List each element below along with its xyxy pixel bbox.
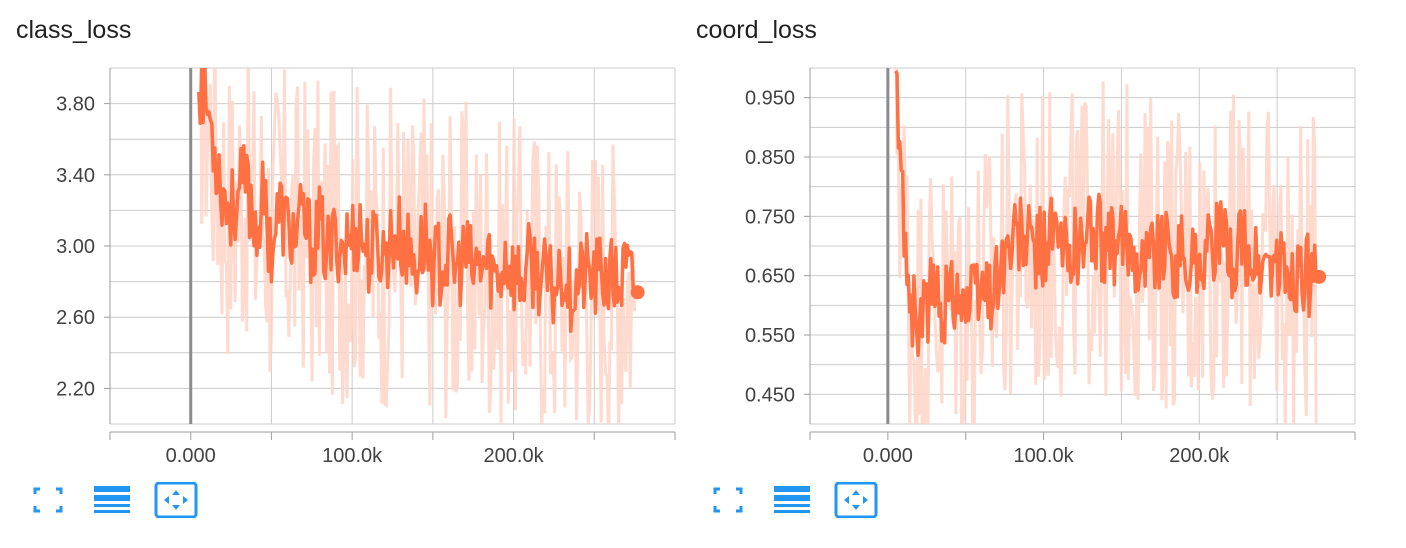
y-tick-label: 0.750 <box>745 206 795 228</box>
expand-button[interactable] <box>708 482 748 518</box>
chart-card-class-loss: class_loss 0.000 100.0k 200.0k 2.20 2.60 3.00… <box>0 0 700 548</box>
y-tick-label: 2.60 <box>56 307 95 329</box>
last-value-dot[interactable] <box>1312 269 1327 284</box>
x-tick-label: 200.0k <box>484 445 545 467</box>
list-lines-icon <box>94 486 130 513</box>
fit-domain-button[interactable] <box>834 481 878 519</box>
coord-loss-plot[interactable]: 0.000 100.0k 200.0k 0.450 0.550 0.650 0.750 0.8… <box>700 0 1400 470</box>
x-tick-label: 100.0k <box>322 445 383 467</box>
last-value-dot[interactable] <box>630 285 645 300</box>
y-tick-label: 3.80 <box>56 94 95 116</box>
smoothed-series-line <box>197 68 637 333</box>
log-scale-button[interactable] <box>772 482 812 518</box>
smoothed-series-line <box>894 70 1318 358</box>
y-tick-label: 3.00 <box>56 236 95 258</box>
fullscreen-icon <box>33 487 63 513</box>
fullscreen-icon <box>713 487 743 513</box>
y-tick-label: 0.950 <box>745 88 795 110</box>
chart-title: class_loss <box>16 16 132 44</box>
list-lines-icon <box>774 486 810 513</box>
chart-title: coord_loss <box>696 16 817 44</box>
y-tick-label: 2.20 <box>56 378 95 400</box>
x-tick-label: 200.0k <box>1169 445 1230 467</box>
y-tick-label: 0.850 <box>745 147 795 169</box>
fit-to-data-icon <box>154 481 198 519</box>
raw-series-line <box>199 68 637 424</box>
log-scale-button[interactable] <box>92 482 132 518</box>
y-tick-label: 0.650 <box>745 266 795 288</box>
x-tick-label: 0.000 <box>863 445 913 467</box>
chart-card-coord-loss: coord_loss 0.000 100.0k 200.0k 0.450 0.550 0.… <box>696 0 1406 548</box>
expand-button[interactable] <box>28 482 68 518</box>
x-tick-label: 100.0k <box>1014 445 1075 467</box>
x-tick-label: 0.000 <box>166 445 216 467</box>
fit-domain-button[interactable] <box>154 481 198 519</box>
y-tick-label: 0.550 <box>745 325 795 347</box>
y-tick-label: 0.450 <box>745 384 795 406</box>
y-tick-label: 3.40 <box>56 165 95 187</box>
class-loss-plot[interactable]: 0.000 100.0k 200.0k 2.20 2.60 3.00 3.40 3.80 <box>0 0 700 470</box>
fit-to-data-icon <box>834 481 878 519</box>
